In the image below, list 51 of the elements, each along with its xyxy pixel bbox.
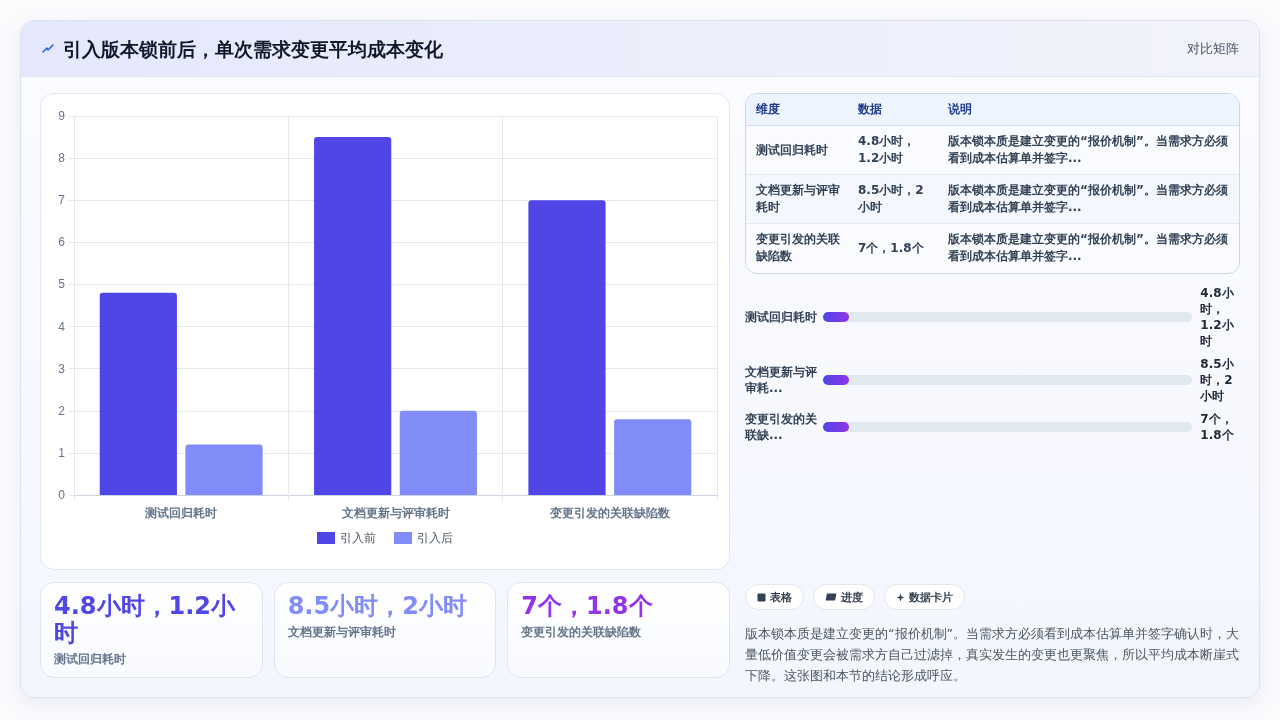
category-label: 说明	[938, 94, 1239, 126]
legend-label: 引入后	[417, 531, 453, 545]
x-tick-label: 文档更新与评审耗时	[340, 506, 450, 520]
text: 4.8小时，1.2小时	[858, 134, 916, 165]
bar	[399, 410, 477, 495]
text: 8.5小时，2小时	[858, 183, 924, 214]
chart-title: 引入版本锁前后，单次需求变更平均成本变化	[63, 37, 443, 62]
legend-label: 引入前	[340, 531, 376, 545]
category-label: 文档更新与评审耗...	[745, 364, 818, 396]
y-tick-label: 8	[58, 151, 66, 166]
category-label: 表格	[770, 589, 792, 605]
text: 变更引发的关联缺陷数	[756, 232, 840, 263]
text: 4.8小时，1.2小时	[54, 592, 236, 647]
text: 版本锁本质是建立变更的“报价机制”。当需求方必须看到成本估算单并签字...	[948, 134, 1228, 165]
category-label: 测试回归耗时	[54, 651, 127, 668]
text: 文档更新与评审耗时	[756, 183, 840, 214]
y-tick-label: 9	[58, 109, 66, 123]
x-tick-label: 测试回归耗时	[144, 506, 218, 520]
bar	[614, 419, 692, 495]
text: 测试回归耗时	[756, 142, 828, 157]
y-tick-label: 7	[58, 193, 66, 208]
y-tick-label: 5	[58, 277, 66, 292]
text: 7个，1.8个	[1200, 412, 1234, 442]
category-label: 变更引发的关联缺...	[745, 411, 818, 443]
text: 8.5小时，2小时	[1200, 357, 1234, 403]
text: 版本锁本质是建立变更的“报价机制”。当需求方必须看到成本估算单并签字...	[948, 232, 1228, 263]
category-label: 进度	[841, 589, 863, 605]
bar	[185, 444, 263, 495]
text: 版本锁本质是建立变更的“报价机制”。当需求方必须看到成本估算单并签字...	[948, 183, 1228, 214]
category-label: 测试回归耗时	[745, 309, 818, 325]
x-tick-label: 变更引发的关联缺陷数	[548, 506, 671, 520]
y-tick-label: 3	[58, 361, 66, 376]
category-label: 变更引发的关联缺陷数	[521, 624, 643, 641]
category-label: 维度	[746, 94, 848, 126]
text: 对比矩阵	[1187, 40, 1239, 58]
y-tick-label: 2	[58, 403, 66, 418]
category-label: 数据	[848, 94, 938, 126]
category-label: 文档更新与评审耗时	[287, 624, 397, 641]
text: 7个，1.8个	[521, 592, 653, 620]
bar	[99, 292, 177, 495]
text: 7个，1.8个	[858, 240, 924, 255]
text: 版本锁本质是建立变更的“报价机制”。当需求方必须看到成本估算单并签字确认时，大量低价值变更会被需求方自己过滤掉，真实发生的变更也更聚焦，所以平均成本断崖式下降。这张图和本节的结论形成呼应。	[745, 625, 1240, 685]
y-tick-label: 0	[58, 488, 66, 502]
y-tick-label: 6	[58, 235, 66, 250]
category-label: 数据卡片	[909, 589, 953, 605]
y-tick-label: 4	[58, 319, 66, 334]
text: 4.8小时，1.2小时	[1200, 286, 1234, 348]
y-tick-label: 1	[58, 445, 66, 460]
text: 8.5小时，2小时	[287, 592, 467, 620]
bar	[528, 200, 606, 495]
bar	[314, 137, 392, 495]
